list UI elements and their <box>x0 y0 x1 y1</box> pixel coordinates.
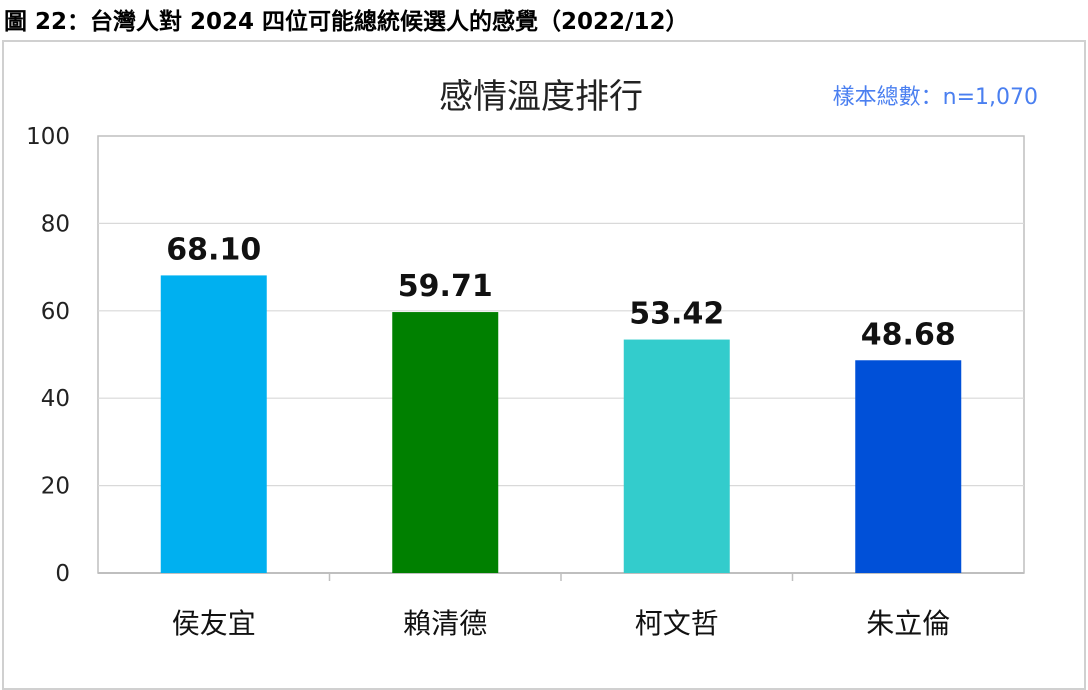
y-tick-label: 40 <box>41 386 70 412</box>
bar-value-label: 48.68 <box>861 317 956 352</box>
y-tick-label: 20 <box>41 474 70 500</box>
x-category-label: 柯文哲 <box>635 607 719 640</box>
bar-chart: 感情溫度排行 樣本總數：n=1,070 0 20 40 60 80 100 68.10 侯友宜 59… <box>26 77 1038 640</box>
y-tick-label: 60 <box>41 299 70 325</box>
bar-value-label: 53.42 <box>629 297 724 332</box>
y-tick-label: 80 <box>41 211 70 237</box>
x-category-label: 朱立倫 <box>866 607 950 640</box>
bar-3 <box>623 339 730 573</box>
figure-caption: 圖 22：台灣人對 2024 四位可能總統候選人的感覺（2022/12） <box>4 9 689 35</box>
sample-size-note: 樣本總數：n=1,070 <box>833 85 1038 110</box>
x-category-label: 賴清德 <box>403 607 487 640</box>
chart-title: 感情溫度排行 <box>439 77 643 117</box>
x-category-label: 侯友宜 <box>172 607 256 640</box>
y-tick-label: 100 <box>26 124 70 150</box>
bar-value-label: 59.71 <box>398 269 493 304</box>
bar-value-label: 68.10 <box>166 232 261 267</box>
bar-4 <box>855 360 962 573</box>
y-tick-label: 0 <box>55 561 70 587</box>
bar-1 <box>160 275 267 573</box>
bar-2 <box>392 312 499 573</box>
